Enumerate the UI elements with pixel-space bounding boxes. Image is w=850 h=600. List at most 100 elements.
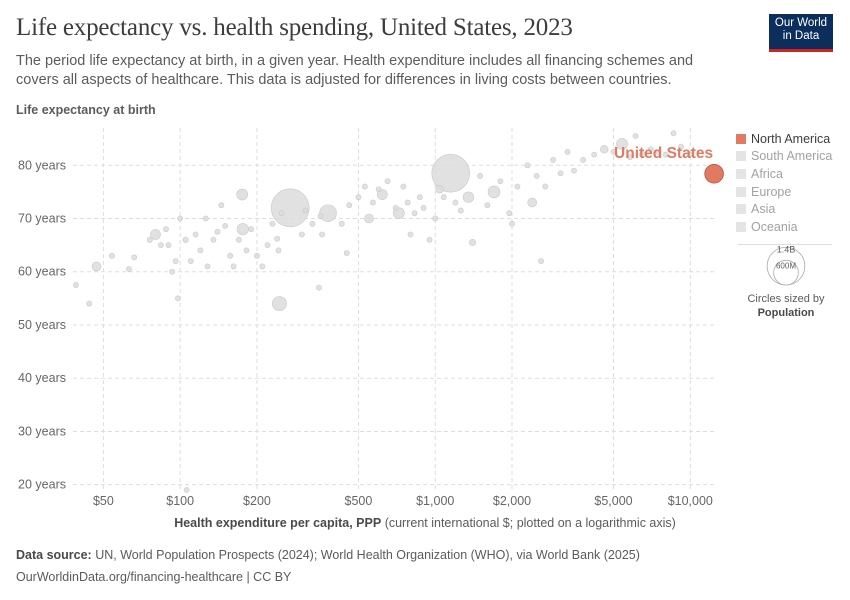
data-point (172, 258, 179, 264)
data-point (432, 215, 439, 222)
size-key-circles: 1.4B 600M (766, 244, 806, 286)
data-point (197, 247, 204, 254)
data-point (319, 231, 325, 238)
data-point (538, 258, 544, 264)
y-tick-label: 70 years (18, 212, 66, 226)
legend-item-europe[interactable]: Europe (736, 183, 832, 201)
data-point (506, 210, 513, 217)
data-point (230, 263, 237, 270)
data-point (670, 130, 677, 137)
data-point (370, 199, 376, 206)
x-axis-label-note: (current international $; plotted on a l… (384, 516, 676, 530)
data-point (183, 487, 190, 493)
legend-item-oceania[interactable]: Oceania (736, 218, 832, 236)
x-tick-label: $100 (166, 494, 194, 508)
x-tick-label: $5,000 (594, 494, 632, 508)
data-point (243, 247, 250, 254)
data-point (269, 220, 276, 227)
owid-logo[interactable]: Our World in Data (769, 14, 833, 52)
data-point (435, 185, 444, 194)
data-point (384, 178, 391, 185)
size-caption-line-1: Circles sized by (747, 293, 825, 305)
data-point (169, 268, 176, 275)
data-point (416, 194, 423, 201)
legend-item-south-america[interactable]: South America (736, 148, 832, 166)
chart-title: Life expectancy vs. health spending, Uni… (16, 14, 573, 41)
data-point (376, 189, 388, 200)
data-point (131, 254, 138, 261)
data-point (457, 207, 464, 214)
source-label: Data source: (16, 548, 92, 562)
x-tick-label: $1,000 (416, 494, 454, 508)
footer-url[interactable]: OurWorldinData.org/financing-healthcare … (16, 570, 292, 584)
data-point (204, 263, 211, 270)
data-point (477, 173, 484, 179)
data-point (319, 204, 337, 222)
data-point (404, 199, 411, 206)
data-point (302, 207, 309, 214)
legend-swatch (736, 204, 746, 215)
logo-line-1: Our World (774, 17, 828, 29)
data-point (218, 202, 225, 209)
data-point (497, 178, 504, 185)
data-point (632, 133, 639, 139)
grid-lines (73, 128, 715, 490)
data-point (86, 300, 93, 307)
legend-item-asia[interactable]: Asia (736, 200, 832, 218)
logo-line-2: in Data (782, 30, 820, 42)
y-axis-label: Life expectancy at birth (16, 103, 156, 117)
data-point (346, 202, 353, 209)
data-point (392, 204, 399, 211)
data-point (580, 157, 587, 163)
data-point (175, 295, 181, 302)
legend-swatch (736, 168, 746, 179)
data-point (407, 231, 414, 238)
data-points (72, 130, 694, 493)
data-point (202, 215, 209, 222)
data-point (550, 157, 557, 163)
y-tick-label: 50 years (18, 318, 66, 332)
data-point (182, 236, 189, 243)
footer-source: Data source: UN, World Population Prospe… (16, 548, 640, 562)
data-point (146, 236, 153, 243)
data-point (440, 194, 447, 201)
data-point (236, 188, 248, 201)
data-point (411, 210, 418, 217)
data-point (527, 197, 538, 208)
data-point (514, 183, 521, 190)
data-point (364, 213, 374, 224)
data-point (165, 242, 172, 249)
legend-label: South America (751, 149, 833, 164)
data-point (431, 154, 470, 193)
legend-item-africa[interactable]: Africa (736, 165, 832, 183)
data-point (487, 185, 501, 199)
data-point (647, 146, 654, 153)
legend-item-north-america[interactable]: North America (736, 130, 832, 148)
data-point (426, 236, 433, 243)
legend-label: Oceania (751, 219, 798, 234)
size-key-caption: Circles sized by Population (736, 292, 836, 320)
legend-label: Asia (751, 202, 776, 217)
data-point (163, 226, 169, 233)
size-caption-line-2: Population (757, 307, 815, 319)
data-point (264, 242, 271, 249)
data-point (687, 151, 694, 158)
data-point (533, 173, 540, 179)
size-key-label-small: 600M (776, 261, 796, 270)
y-tick-label: 30 years (18, 424, 66, 438)
data-point (524, 162, 531, 169)
data-point (462, 191, 475, 203)
data-point (72, 282, 79, 288)
data-point (278, 210, 285, 217)
data-point (227, 252, 234, 259)
highlight-label: United States (614, 145, 713, 162)
data-point (400, 183, 407, 190)
data-point (270, 188, 310, 228)
y-tick-labels: 20 years 30 years 40 years 50 years 60 years… (18, 158, 66, 491)
data-point (126, 266, 132, 272)
data-point (355, 194, 362, 201)
legend-label: North America (751, 131, 831, 146)
y-tick-label: 60 years (18, 265, 66, 279)
data-point (362, 183, 368, 190)
